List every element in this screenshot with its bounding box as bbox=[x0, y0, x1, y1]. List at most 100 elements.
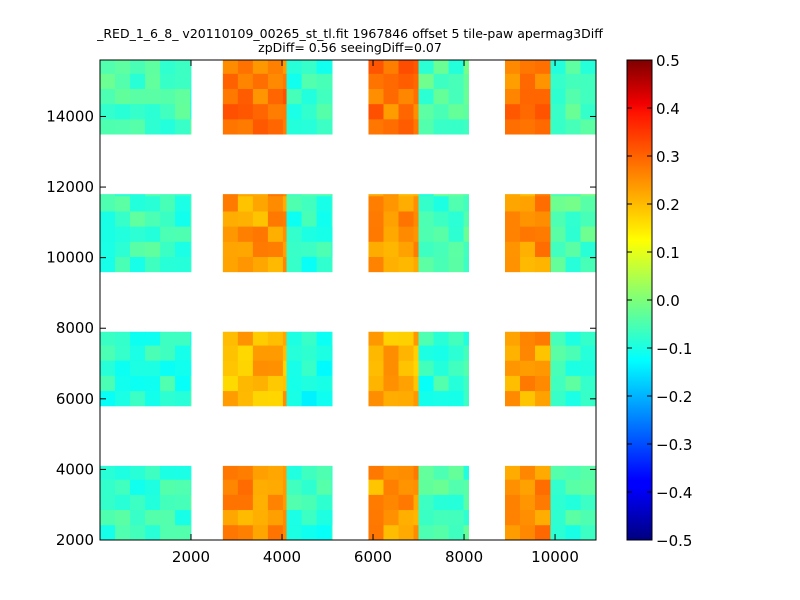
heatmap-cell bbox=[130, 345, 146, 361]
heatmap-cell bbox=[331, 241, 333, 257]
heatmap-cell bbox=[418, 60, 434, 74]
heatmap-cell bbox=[100, 118, 116, 135]
heatmap-cell bbox=[286, 103, 302, 120]
heatmap-cell bbox=[463, 241, 469, 257]
heatmap-cell bbox=[237, 226, 254, 242]
heatmap-cell bbox=[301, 256, 318, 273]
heatmap-cell bbox=[433, 345, 449, 361]
heatmap-cell bbox=[520, 118, 536, 135]
heatmap-cell bbox=[252, 103, 269, 120]
heatmap-cell bbox=[504, 345, 521, 361]
heatmap-cell bbox=[316, 88, 333, 105]
heatmap-cell bbox=[282, 494, 287, 511]
heatmap-cell bbox=[448, 194, 464, 197]
heatmap-cell bbox=[368, 509, 384, 526]
heatmap-cell bbox=[175, 73, 191, 89]
heatmap-cell bbox=[130, 509, 146, 526]
heatmap-cell bbox=[398, 226, 414, 242]
heatmap-cell bbox=[383, 211, 399, 227]
heatmap-cell bbox=[237, 194, 254, 197]
heatmap-cell bbox=[398, 390, 414, 407]
heatmap-cell bbox=[145, 465, 161, 480]
heatmap-cell bbox=[535, 73, 551, 89]
heatmap-cell bbox=[383, 60, 399, 74]
heatmap-cell bbox=[448, 226, 464, 242]
heatmap-cell bbox=[237, 256, 254, 273]
colorbar-tick-label: −0.4 bbox=[656, 484, 692, 502]
heatmap-cell bbox=[550, 331, 566, 346]
colorbar: 0.5 0.4 0.3 0.2 0.1 0.0 −0.1 −0.2 −0.3 −0.4 −0.5 bbox=[626, 52, 692, 550]
heatmap-cell bbox=[383, 194, 399, 197]
heatmap-cell bbox=[130, 465, 146, 480]
heatmap-cell bbox=[398, 331, 414, 346]
heatmap-cell bbox=[418, 509, 434, 526]
heatmap-cell bbox=[331, 103, 333, 120]
heatmap-cell bbox=[175, 524, 191, 540]
heatmap-cell bbox=[520, 360, 536, 376]
heatmap-cell bbox=[520, 375, 536, 392]
heatmap-cell bbox=[160, 256, 176, 273]
heatmap-cell bbox=[267, 360, 284, 376]
heatmap-cell bbox=[301, 345, 318, 361]
heatmap-cell bbox=[368, 211, 384, 227]
heatmap-cell bbox=[100, 256, 116, 273]
heatmap-cell bbox=[115, 211, 131, 227]
heatmap-cell bbox=[145, 331, 161, 346]
heatmap-cell bbox=[175, 118, 191, 135]
heatmap-cell bbox=[413, 524, 419, 540]
heatmap-cell bbox=[237, 331, 254, 346]
heatmap-cell bbox=[413, 194, 419, 197]
heatmap-cell bbox=[130, 73, 146, 89]
heatmap-cell bbox=[413, 479, 419, 495]
heatmap-cell bbox=[130, 390, 146, 407]
heatmap-cell bbox=[301, 73, 318, 89]
heatmap-cell bbox=[368, 241, 384, 257]
heatmap-cell bbox=[100, 524, 116, 540]
heatmap-cell bbox=[398, 73, 414, 89]
heatmap-cell bbox=[368, 360, 384, 376]
heatmap-cell bbox=[504, 73, 521, 89]
heatmap-cell bbox=[448, 345, 464, 361]
heatmap-cell bbox=[433, 194, 449, 197]
heatmap-cell bbox=[175, 256, 191, 273]
heatmap-cell bbox=[190, 479, 192, 495]
heatmap-cell bbox=[418, 241, 434, 257]
heatmap-cell bbox=[286, 390, 302, 407]
heatmap-cell bbox=[550, 360, 566, 376]
heatmap-cell bbox=[100, 479, 116, 495]
heatmap-cell bbox=[550, 509, 551, 526]
heatmap-cell bbox=[448, 390, 464, 407]
colorbar-tick-label: 0.2 bbox=[656, 196, 680, 214]
heatmap-cell bbox=[433, 375, 449, 392]
heatmap-cell bbox=[331, 524, 333, 540]
heatmap-cell bbox=[175, 375, 191, 392]
heatmap-cell bbox=[267, 345, 284, 361]
heatmap-cell bbox=[190, 390, 192, 407]
chart-title: _RED_1_6_8_ v20110109_00265_st_tl.fit 19… bbox=[97, 26, 603, 41]
heatmap-cell bbox=[301, 211, 318, 227]
heatmap-cell bbox=[565, 103, 581, 120]
heatmap-cell bbox=[331, 194, 333, 197]
heatmap-cell bbox=[115, 73, 131, 89]
heatmap-cell bbox=[222, 465, 239, 480]
heatmap-cell bbox=[448, 524, 464, 540]
heatmap-cell bbox=[535, 331, 551, 346]
heatmap-cell bbox=[301, 524, 318, 540]
heatmap-cell bbox=[100, 375, 116, 392]
heatmap-cell bbox=[550, 118, 566, 135]
heatmap-cell bbox=[175, 345, 191, 361]
heatmap-cell bbox=[222, 345, 239, 361]
heatmap-cell bbox=[368, 465, 384, 480]
heatmap-cell bbox=[130, 524, 146, 540]
heatmap-cell bbox=[316, 509, 333, 526]
plot-area: 2000 4000 6000 8000 10000 2000 4000 6000 8000 10… bbox=[46, 59, 597, 566]
heatmap-cell bbox=[398, 509, 414, 526]
heatmap-cell bbox=[237, 73, 254, 89]
heatmap-cell bbox=[520, 103, 536, 120]
heatmap-cell bbox=[130, 88, 146, 105]
heatmap-cell bbox=[550, 88, 566, 105]
heatmap-cell bbox=[160, 331, 176, 346]
heatmap-cell bbox=[383, 494, 399, 511]
colorbar-tick-label: 0.3 bbox=[656, 148, 680, 166]
heatmap-cell bbox=[504, 256, 521, 273]
